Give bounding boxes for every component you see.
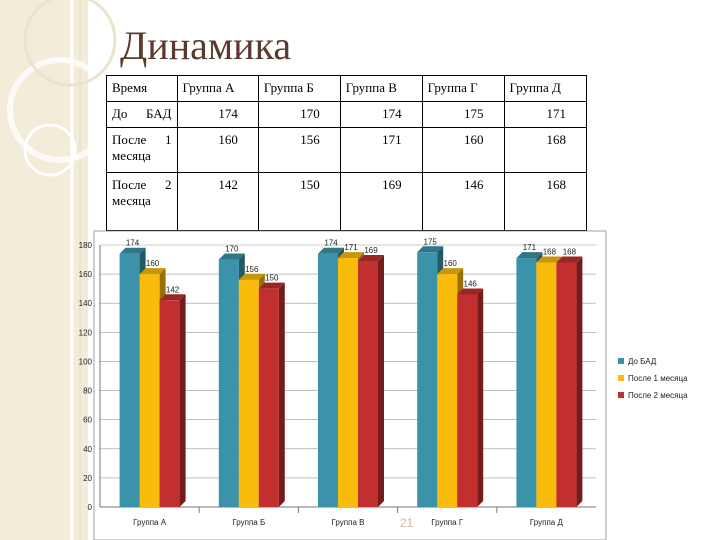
y-tick-label: 140 — [79, 299, 93, 308]
bar-side — [179, 294, 186, 507]
data-label: 174 — [324, 239, 338, 248]
table-cell: До БАД — [106, 101, 178, 128]
bar-side — [278, 282, 285, 507]
bar-top — [556, 256, 583, 263]
y-tick-label: 40 — [83, 445, 92, 454]
bar-top — [437, 268, 464, 275]
data-label: 156 — [245, 265, 259, 274]
y-tick-label: 180 — [79, 241, 93, 250]
bar — [516, 258, 537, 507]
bar — [417, 252, 438, 507]
bar — [457, 294, 478, 507]
bar-side — [378, 255, 384, 507]
bar — [536, 262, 557, 507]
table-row: После 1 месяца 160 156 171 160 168 — [106, 127, 587, 173]
y-tick-label: 20 — [83, 474, 92, 483]
table-cell: 150 — [257, 172, 341, 231]
bar-top — [516, 252, 543, 259]
bar — [358, 261, 378, 507]
bar-top — [338, 252, 364, 259]
x-tick-label: Группа А — [133, 518, 167, 527]
x-tick-label: Группа В — [332, 518, 365, 527]
legend-swatch — [618, 375, 624, 381]
table-cell: Группа Д — [503, 75, 587, 102]
bar-top — [258, 282, 285, 289]
bar — [139, 274, 160, 507]
x-tick-label: Группа Г — [431, 518, 464, 527]
table-cell: Группа Г — [421, 75, 505, 102]
bar-side — [477, 288, 484, 507]
circle-deco — [23, 123, 77, 177]
legend-label: После 1 месяца — [628, 374, 688, 383]
table-cell: 169 — [339, 172, 423, 231]
bar — [238, 279, 259, 507]
legend-label: После 2 месяца — [628, 391, 688, 400]
data-label: 160 — [146, 259, 160, 268]
x-tick-label: Группа Б — [232, 518, 265, 527]
bar-top — [457, 288, 484, 295]
table-cell: 160 — [421, 127, 505, 173]
y-tick-label: 100 — [79, 357, 93, 366]
bar — [159, 300, 180, 507]
table-row: До БАД 174 170 174 175 171 — [106, 101, 587, 128]
data-label: 170 — [225, 245, 239, 254]
table-cell: 174 — [339, 101, 423, 128]
table-cell: После 2 месяца — [106, 172, 178, 231]
bar-top — [536, 256, 563, 263]
circle-deco — [23, 0, 117, 87]
bar-top — [159, 294, 186, 301]
data-label: 168 — [563, 247, 577, 256]
data-label: 169 — [364, 246, 378, 255]
bar — [338, 258, 358, 507]
table-cell: 168 — [503, 172, 587, 231]
table-cell: 146 — [421, 172, 505, 231]
data-label: 146 — [464, 279, 478, 288]
bar-side — [576, 256, 583, 507]
table-cell: 171 — [503, 101, 587, 128]
data-label: 150 — [265, 274, 279, 283]
table-cell: Группа А — [176, 75, 259, 102]
data-label: 142 — [166, 285, 180, 294]
page-number: 21 — [400, 516, 414, 530]
legend-swatch — [618, 392, 624, 398]
legend-swatch — [618, 358, 624, 364]
bar — [437, 274, 458, 507]
table-cell: 142 — [176, 172, 259, 231]
slide-title: Динамика — [120, 23, 292, 68]
data-label: 175 — [424, 237, 438, 246]
bar-top — [119, 247, 146, 254]
data-label: 174 — [126, 239, 140, 248]
bar — [218, 259, 239, 507]
bar-top — [358, 255, 384, 262]
bar-top — [318, 247, 344, 254]
bar — [119, 253, 140, 507]
data-label: 160 — [444, 259, 458, 268]
bar-top — [417, 246, 444, 253]
legend-label: До БАД — [628, 357, 657, 366]
bar-top — [139, 268, 166, 275]
bar-top — [218, 253, 245, 260]
bar — [556, 262, 577, 507]
data-label: 171 — [344, 243, 358, 252]
y-tick-label: 60 — [83, 416, 92, 425]
data-label: 171 — [523, 243, 537, 252]
y-tick-label: 0 — [88, 503, 93, 512]
chart-frame — [93, 230, 607, 540]
data-table: Время Группа А Группа Б Группа В Группа Г Гру… — [106, 75, 587, 231]
data-label: 168 — [543, 247, 557, 256]
x-tick-label: Группа Д — [530, 518, 564, 527]
y-tick-label: 80 — [83, 387, 92, 396]
bar — [258, 288, 279, 507]
y-tick-label: 120 — [79, 328, 93, 337]
bar-top — [238, 273, 265, 280]
table-cell: 174 — [176, 101, 259, 128]
y-tick-label: 160 — [79, 270, 93, 279]
table-cell: 171 — [339, 127, 423, 173]
table-cell: 168 — [503, 127, 587, 173]
bar — [318, 253, 338, 507]
table-row: После 2 месяца 142 150 169 146 168 — [106, 172, 587, 231]
